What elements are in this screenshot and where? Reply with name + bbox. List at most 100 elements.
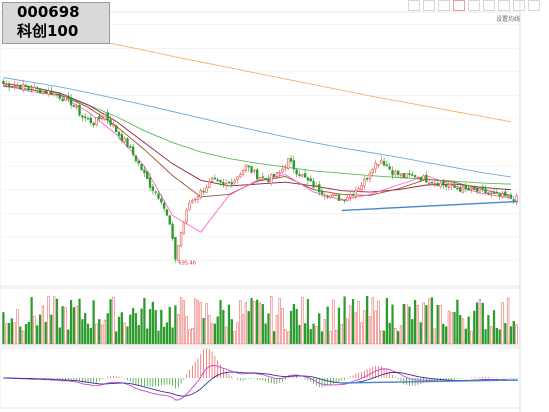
volume-bar — [177, 314, 180, 345]
candle-body — [295, 169, 298, 175]
toolbar-button-2[interactable] — [423, 0, 435, 11]
volume-bar — [72, 307, 76, 345]
volume-bar — [106, 313, 109, 345]
volume-bar — [174, 305, 177, 345]
volume-bar — [53, 296, 56, 345]
candle-body — [250, 166, 253, 173]
candle-body — [382, 161, 386, 166]
volume-bar — [459, 315, 462, 345]
volume-bar — [199, 302, 202, 345]
candle-body — [461, 186, 465, 193]
candle-body — [69, 97, 73, 106]
candle-body — [5, 83, 8, 85]
toolbar-button-9[interactable] — [528, 0, 540, 11]
candle-body — [253, 169, 256, 172]
toolbar-button-1[interactable] — [408, 0, 420, 11]
candle-body — [487, 192, 490, 195]
candle-body — [72, 104, 76, 107]
volume-bar — [210, 323, 214, 345]
volume-bar — [5, 323, 8, 345]
volume-bar — [36, 325, 39, 345]
toolbar-button-4[interactable] — [453, 0, 465, 11]
candle-body — [224, 183, 228, 186]
candle-body — [38, 88, 42, 94]
volume-bar — [38, 314, 42, 345]
index-title-box: 000698 科创100 — [2, 2, 110, 44]
toolbar-button-3[interactable] — [438, 0, 450, 11]
volume-bar — [33, 315, 36, 345]
candle-body — [377, 164, 380, 166]
volume-bar — [202, 317, 205, 345]
volume-bar — [185, 316, 188, 345]
candle-body — [371, 169, 374, 174]
candle-body — [177, 245, 180, 261]
candle-body — [292, 160, 296, 170]
toolbar-button-7[interactable] — [498, 0, 510, 11]
candle-body — [399, 173, 403, 176]
candle-body — [408, 173, 411, 175]
candle-body — [504, 191, 507, 197]
volume-bar — [351, 299, 355, 345]
volume-bar — [140, 308, 143, 345]
candle-body — [258, 177, 262, 181]
set-ma-link[interactable]: 设置均线 — [496, 16, 521, 23]
volume-bar — [154, 310, 157, 345]
candle-body — [447, 186, 451, 188]
toolbar-button-6[interactable] — [483, 0, 495, 11]
volume-bar — [261, 304, 264, 345]
candle-body — [241, 169, 245, 175]
volume-bar — [425, 305, 428, 345]
candle-body — [467, 187, 470, 191]
candle-body — [343, 199, 346, 202]
candle-body — [199, 190, 202, 198]
volume-bar — [320, 331, 324, 345]
volume-bar — [329, 330, 332, 345]
toolbar-button-5[interactable] — [468, 0, 480, 11]
volume-bar — [473, 310, 476, 345]
candle-body — [10, 86, 14, 88]
volume-bar — [19, 326, 22, 345]
volume-bar — [295, 308, 298, 345]
volume-bar — [301, 297, 304, 345]
candle-body — [436, 183, 439, 187]
candle-body — [368, 173, 372, 179]
candle-body — [301, 174, 304, 177]
volume-bar — [287, 331, 290, 345]
candle-body — [275, 171, 279, 177]
candle-body — [188, 202, 191, 210]
candle-body — [315, 185, 318, 187]
volume-bar — [416, 304, 420, 345]
candle-body — [405, 173, 408, 178]
volume-bar — [419, 322, 422, 345]
volume-bar — [484, 329, 487, 345]
candle-body — [284, 166, 287, 169]
candle-body — [179, 231, 183, 247]
volume-bar — [233, 331, 236, 345]
volume-bar — [487, 314, 490, 345]
candle-body — [210, 177, 214, 183]
volume-bar — [509, 326, 513, 345]
volume-bar — [335, 330, 338, 345]
candle-body — [236, 176, 239, 180]
volume-bar — [512, 321, 515, 345]
candle-body — [402, 172, 405, 178]
candle-body — [428, 182, 431, 185]
volume-bar — [357, 301, 360, 345]
candle-body — [413, 175, 417, 178]
volume-bar — [315, 326, 318, 345]
volume-bar — [230, 319, 233, 345]
candle-body — [55, 93, 59, 96]
volume-bar — [515, 324, 518, 345]
toolbar-button-8[interactable] — [513, 0, 525, 11]
volume-bar — [137, 325, 140, 345]
volume-bar — [354, 312, 357, 345]
volume-bar — [10, 318, 13, 345]
volume-bar — [405, 304, 408, 345]
volume-bar — [411, 319, 414, 345]
candle-body — [115, 125, 118, 133]
candle-body — [320, 190, 324, 195]
candle-body — [36, 87, 39, 90]
candle-body — [24, 85, 28, 87]
volume-bar — [163, 326, 166, 345]
volume-bar — [222, 309, 225, 345]
